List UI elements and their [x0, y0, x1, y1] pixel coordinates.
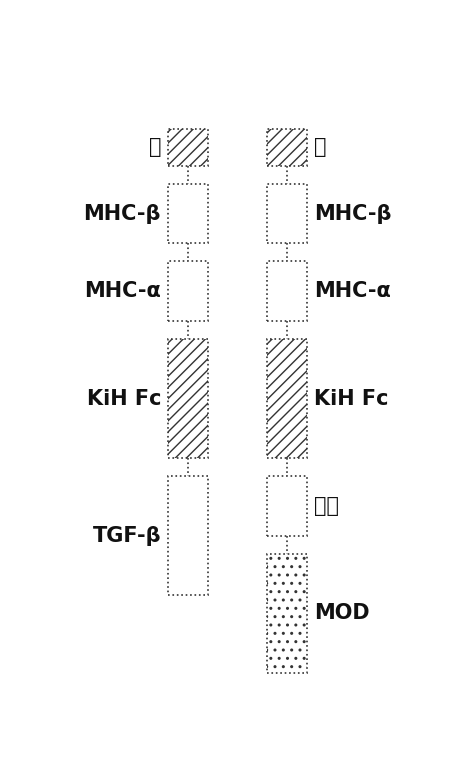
Text: KiH Fc: KiH Fc	[87, 388, 161, 408]
Bar	[267, 129, 307, 166]
Text: MHC-α: MHC-α	[314, 281, 391, 301]
Bar	[267, 184, 307, 243]
Text: TGF-β: TGF-β	[92, 525, 161, 546]
Bar	[267, 553, 307, 673]
Bar	[168, 476, 208, 595]
Text: MHC-β: MHC-β	[83, 204, 161, 223]
Bar	[168, 261, 208, 321]
Text: 肽: 肽	[148, 137, 161, 157]
Bar	[168, 129, 208, 166]
Bar	[267, 476, 307, 536]
Bar	[168, 184, 208, 243]
Bar	[267, 339, 307, 458]
Text: KiH Fc: KiH Fc	[314, 388, 388, 408]
Text: MOD: MOD	[314, 604, 369, 623]
Text: 掩蔽: 掩蔽	[314, 496, 339, 516]
Text: MHC-α: MHC-α	[84, 281, 161, 301]
Text: 肽: 肽	[314, 137, 326, 157]
Text: MHC-β: MHC-β	[314, 204, 392, 223]
Bar	[267, 261, 307, 321]
Bar	[168, 339, 208, 458]
